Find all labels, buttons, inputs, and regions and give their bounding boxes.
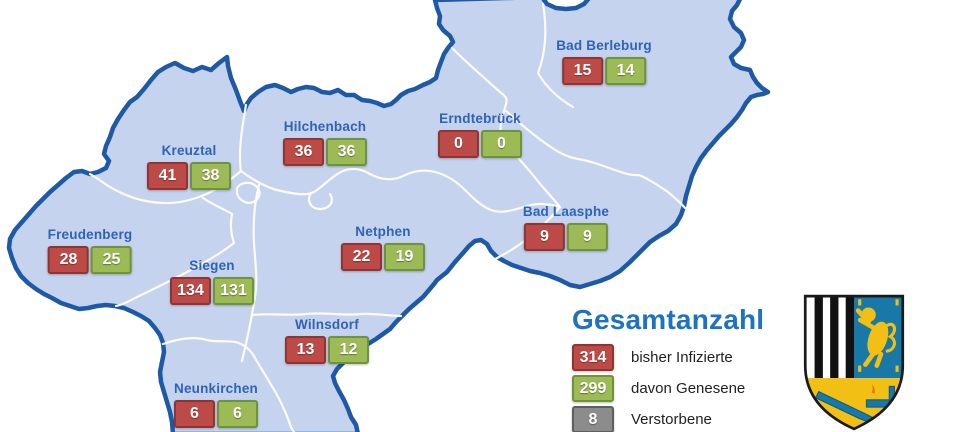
recovered-total-box: 299 (572, 375, 614, 402)
recovered-box: 36 (326, 138, 367, 166)
municipality-label: Siegen (189, 258, 235, 273)
infected-box: 0 (438, 130, 479, 158)
flame-icon (871, 384, 875, 394)
recovered-box: 25 (91, 246, 132, 274)
value-boxes: 22 19 (341, 243, 425, 271)
border-wilnsdorf-north (250, 312, 403, 318)
legend-row-infected: 314 bisher Infizierte (572, 344, 764, 371)
border-kreuztal-south (88, 169, 243, 205)
municipality-label: Bad Laasphe (522, 204, 610, 219)
legend-row-deceased: 8 Verstorbene (572, 406, 764, 432)
municipality-marker-kreuztal: Kreuztal 41 38 (147, 143, 231, 190)
recovered-box: 38 (190, 162, 231, 190)
municipality-marker-erndtebrueck: Erndtebrück 0 0 (438, 111, 522, 158)
recovered-box: 19 (384, 243, 425, 271)
border-erndtebrueck-east (536, 2, 575, 109)
municipality-marker-hilchenbach: Hilchenbach 36 36 (283, 119, 367, 166)
recovered-box: 12 (328, 336, 369, 364)
municipality-label: Wilnsdorf (295, 317, 359, 332)
municipality-marker-bad-laasphe: Bad Laasphe 9 9 (523, 204, 609, 251)
infected-box: 15 (562, 57, 603, 85)
lion-rampant (855, 299, 899, 372)
border-neunkirchen-north (161, 337, 296, 432)
municipality-label: Kreuztal (161, 143, 217, 158)
infected-box: 41 (147, 162, 188, 190)
municipality-label: Hilchenbach (283, 119, 367, 134)
infected-box: 28 (48, 246, 89, 274)
value-boxes: 0 0 (438, 130, 522, 158)
infected-box: 134 (170, 277, 211, 305)
municipality-label: Erndtebrück (439, 111, 521, 126)
infected-box: 13 (285, 336, 326, 364)
infected-box: 22 (341, 243, 382, 271)
value-boxes: 28 25 (48, 246, 133, 274)
municipality-marker-siegen: Siegen 134 131 (170, 258, 254, 305)
border-berleburg-south (503, 108, 687, 210)
border-kreuztal-east (238, 103, 248, 173)
legend: Gesamtanzahl 314 bisher Infizierte 299 d… (572, 304, 764, 432)
municipality-label: Netphen (355, 224, 411, 239)
municipality-marker-neunkirchen: Neunkirchen 6 6 (174, 381, 258, 428)
municipality-marker-freudenberg: Freudenberg 28 25 (48, 227, 133, 274)
siegen-wittgenstein-coat-of-arms-icon (803, 294, 905, 431)
district-outline (6, 0, 771, 432)
infected-box: 9 (523, 223, 565, 251)
municipality-label: Freudenberg (47, 227, 133, 242)
recovered-box: 14 (605, 57, 646, 85)
legend-label: bisher Infizierte (631, 349, 733, 366)
deceased-total-box: 8 (572, 406, 614, 432)
border-erndtebrueck-west (450, 46, 562, 209)
recovered-box: 0 (481, 130, 522, 158)
border-hilchenbach-south (239, 167, 562, 213)
value-boxes: 41 38 (147, 162, 231, 190)
value-boxes: 134 131 (170, 277, 254, 305)
municipality-label: Neunkirchen (174, 381, 258, 396)
shield-outline (803, 294, 905, 431)
legend-label: Verstorbene (631, 411, 712, 428)
value-boxes: 9 9 (523, 223, 609, 251)
legend-label: davon Genesene (631, 380, 746, 397)
border-hilchenbach-enclave (307, 191, 333, 211)
infected-box: 6 (174, 400, 215, 428)
value-boxes: 15 14 (556, 57, 652, 85)
recovered-box: 6 (217, 400, 258, 428)
municipality-marker-wilnsdorf: Wilnsdorf 13 12 (285, 317, 369, 364)
border-freudenberg-east (114, 196, 236, 308)
legend-title: Gesamtanzahl (572, 304, 765, 335)
value-boxes: 13 12 (285, 336, 369, 364)
legend-row-recovered: 299 davon Genesene (572, 375, 764, 402)
border-kreuztal-enclave (235, 181, 261, 204)
municipality-marker-netphen: Netphen 22 19 (341, 224, 425, 271)
value-boxes: 36 36 (283, 138, 367, 166)
municipality-label: Bad Berleburg (556, 38, 652, 53)
municipality-marker-bad-berleburg: Bad Berleburg 15 14 (556, 38, 652, 85)
recovered-box: 9 (566, 223, 608, 251)
value-boxes: 6 6 (174, 400, 258, 428)
infected-total-box: 314 (572, 344, 614, 371)
infected-box: 36 (283, 138, 324, 166)
recovered-box: 131 (213, 277, 254, 305)
